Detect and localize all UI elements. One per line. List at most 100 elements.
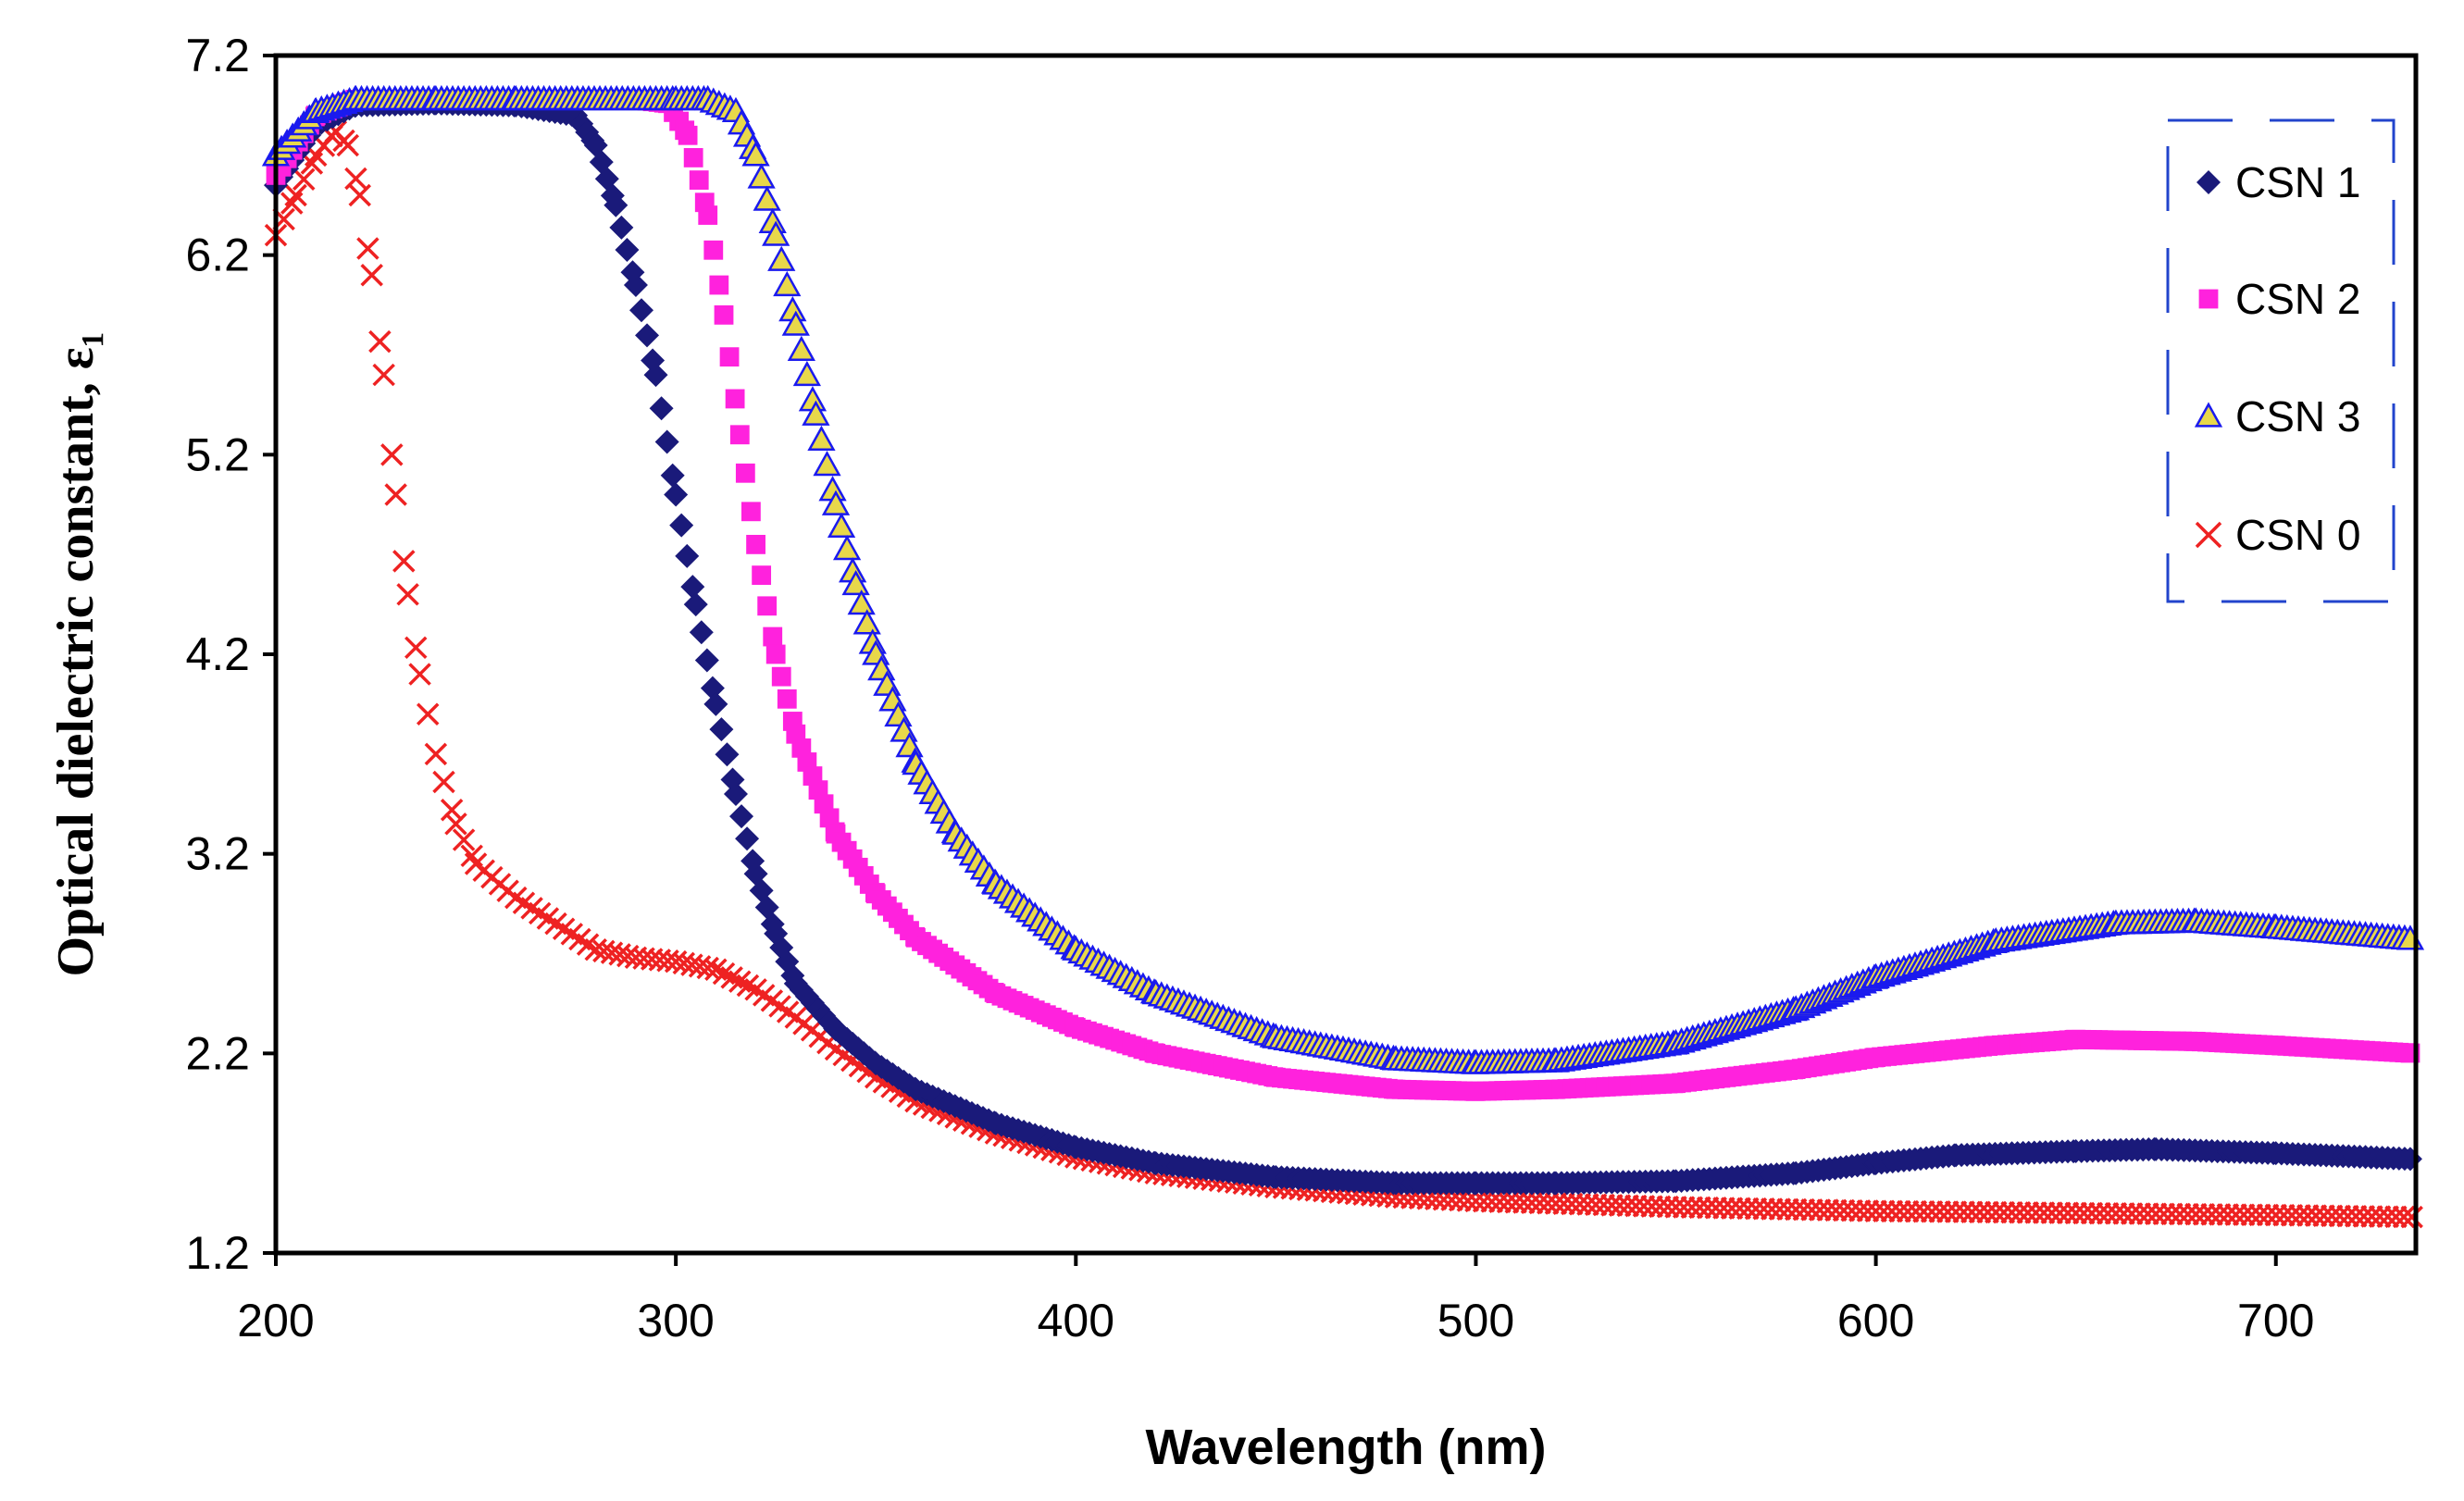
- data-point-24: [416, 702, 440, 726]
- data-point-112: [852, 609, 881, 635]
- x-tick-label-5: 700: [2237, 1295, 2314, 1346]
- data-point-110: [841, 569, 870, 596]
- data-point-20: [392, 550, 416, 573]
- legend-item-csn-3: CSN 3: [2194, 392, 2360, 440]
- data-point-3: [284, 183, 307, 207]
- data-point-80: [680, 575, 705, 600]
- data-point-99: [787, 335, 815, 361]
- data-point-91: [735, 826, 760, 851]
- data-point-78: [669, 513, 694, 538]
- data-point-84: [709, 275, 729, 295]
- data-point-17: [372, 363, 395, 387]
- data-point-85: [703, 691, 728, 716]
- data-series: [261, 84, 2425, 1229]
- y-tick-label-2: 3.2: [185, 828, 250, 880]
- data-point-90: [740, 502, 761, 522]
- data-point-66: [609, 215, 634, 240]
- data-point-79: [675, 543, 700, 568]
- data-point-83: [703, 240, 724, 260]
- data-point-26: [432, 770, 455, 794]
- data-point-15: [360, 263, 383, 287]
- legend-label: CSN 0: [2235, 511, 2360, 559]
- data-point-95: [767, 245, 796, 271]
- data-point-79: [683, 148, 703, 167]
- data-point-92: [753, 185, 781, 211]
- data-point-82: [698, 205, 718, 225]
- data-point-96: [773, 270, 802, 297]
- x-axis-title: Wavelength (nm): [1145, 1420, 1546, 1475]
- data-point-86: [719, 347, 740, 367]
- data-point-11: [336, 133, 360, 157]
- data-point-13: [348, 183, 371, 207]
- series-csn-3: [261, 84, 2425, 1074]
- data-point-81: [683, 592, 708, 617]
- data-point-87: [725, 389, 745, 409]
- legend-border: [2166, 118, 2396, 603]
- data-point-19: [384, 483, 407, 506]
- data-point-69: [623, 273, 648, 298]
- y-axis-title: Optical dielectric constant, ε₁: [47, 331, 105, 976]
- data-point-95: [765, 644, 786, 664]
- data-point-25: [424, 742, 448, 766]
- data-point-73: [643, 363, 668, 388]
- data-point-102: [802, 400, 830, 426]
- data-point-98: [781, 310, 810, 336]
- data-point-103: [807, 425, 836, 452]
- x-axis-tick-labels: 200 300 400 500 600 700: [237, 1295, 2314, 1346]
- data-point-80: [689, 170, 709, 190]
- y-tick-label-6: 7.2: [185, 30, 250, 81]
- data-point-75: [654, 429, 679, 454]
- data-point-74: [649, 396, 674, 421]
- legend-label: CSN 2: [2235, 275, 2360, 323]
- data-point-97: [777, 688, 797, 709]
- data-point-78: [678, 125, 698, 145]
- data-point-91: [746, 534, 765, 554]
- data-point-85: [714, 304, 734, 325]
- data-point-272: [2392, 1205, 2416, 1229]
- y-axis-tick-labels: 1.2 2.2 3.2 4.2 5.2 6.2 7.2: [185, 30, 250, 1279]
- data-point-273: [2400, 1205, 2423, 1229]
- data-point-65: [604, 192, 628, 217]
- y-tick-label-1: 2.2: [185, 1027, 250, 1079]
- data-point-23: [408, 663, 431, 686]
- x-tick-label-1: 300: [637, 1295, 714, 1346]
- data-point-106: [821, 490, 851, 515]
- y-tick-label-4: 5.2: [185, 428, 250, 480]
- data-point-29: [452, 828, 476, 851]
- x-tick-label-4: 600: [1837, 1295, 1914, 1346]
- data-point-76: [660, 463, 685, 488]
- legend-marker: [2195, 521, 2222, 549]
- data-point-83: [694, 648, 719, 673]
- legend-item-csn-0: CSN 0: [2195, 511, 2360, 559]
- data-point-21: [396, 583, 419, 606]
- x-tick-label-0: 200: [237, 1295, 314, 1346]
- data-point-100: [792, 360, 822, 387]
- data-point-27: [440, 798, 464, 822]
- legend-marker: [2194, 402, 2223, 428]
- legend-item-csn-2: CSN 2: [2198, 275, 2360, 323]
- data-point-84: [700, 676, 725, 701]
- y-tick-label-0: 1.2: [185, 1227, 250, 1279]
- data-point-90: [741, 141, 770, 167]
- data-point-111: [847, 589, 876, 615]
- legend-item-csn-1: CSN 1: [2196, 158, 2360, 206]
- data-point-104: [813, 450, 841, 477]
- data-point-91: [747, 163, 776, 189]
- y-tick-label-5: 6.2: [185, 229, 250, 281]
- data-point-4: [292, 167, 316, 191]
- legend-label: CSN 1: [2235, 158, 2360, 206]
- data-point-60: [696, 956, 719, 980]
- series-csn-1: [264, 91, 2422, 1196]
- data-point-16: [368, 329, 392, 354]
- data-point-90: [729, 804, 754, 829]
- data-point-87: [715, 742, 740, 767]
- data-point-92: [752, 565, 772, 585]
- legend-marker: [2196, 170, 2221, 194]
- data-point-77: [664, 482, 689, 507]
- data-point-71: [635, 323, 660, 348]
- data-point-107: [827, 512, 856, 539]
- legend-marker: [2198, 289, 2219, 309]
- data-point-93: [757, 596, 778, 616]
- legend-label: CSN 3: [2235, 392, 2360, 440]
